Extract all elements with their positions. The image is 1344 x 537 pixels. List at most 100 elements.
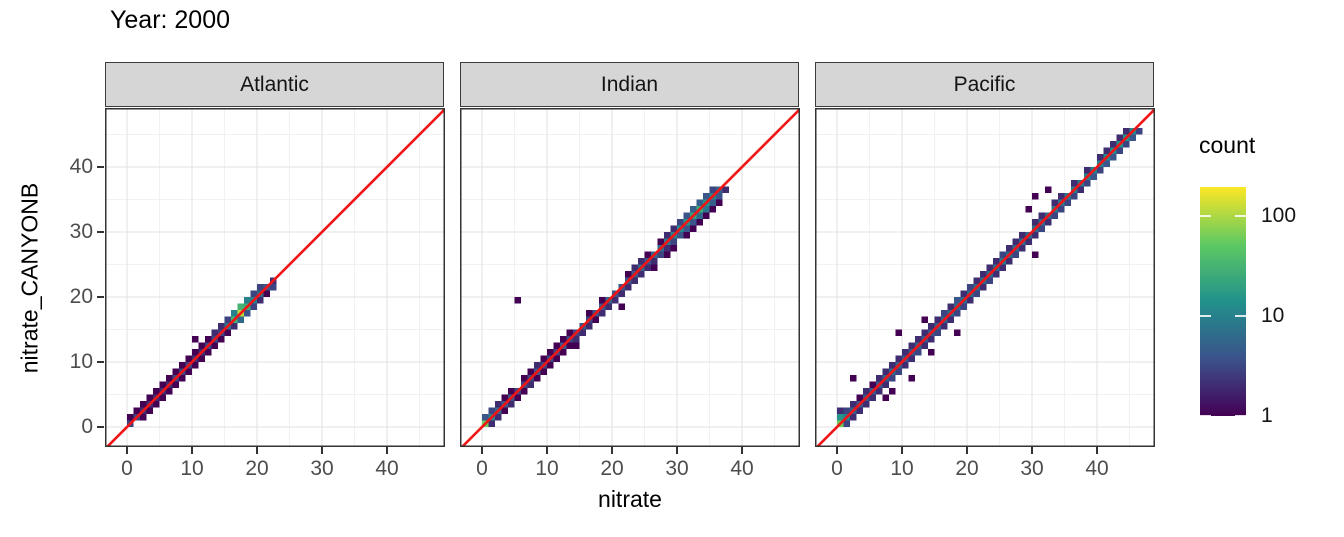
bin-cell [1012, 238, 1019, 245]
bin-cell [179, 362, 186, 369]
bin-cell [205, 336, 212, 343]
x-axis-tick-label: 40 [730, 457, 754, 480]
bin-cell [954, 297, 961, 304]
bin-cell [237, 316, 244, 323]
bin-cell [508, 388, 515, 395]
identity-line [458, 108, 801, 451]
legend-colorbar-tick [1235, 315, 1246, 317]
bin-cell [172, 368, 179, 375]
bin-cell [625, 284, 632, 291]
bin-cell [205, 349, 212, 356]
bin-cell [1084, 180, 1091, 187]
y-axis-tick-label: 10 [69, 350, 93, 373]
x-axis-tick-label: 0 [121, 457, 133, 480]
bin-cell [651, 258, 658, 265]
bin-cell [999, 251, 1006, 258]
legend-colorbar-tick [1235, 215, 1246, 217]
bin-cell [677, 232, 684, 239]
x-axis-tick [126, 447, 128, 454]
facet-strip-pacific: Pacific [815, 62, 1154, 107]
facet-plot-atlantic [103, 108, 446, 451]
bin-cell [670, 245, 677, 252]
bin-cell [237, 303, 244, 310]
x-axis-tick [676, 447, 678, 454]
bin-cell [1019, 232, 1026, 239]
bin-cell [488, 420, 495, 427]
bin-cell [843, 420, 850, 427]
bin-cell [921, 316, 928, 323]
facet-plot-indian [458, 108, 801, 451]
bin-cell [534, 362, 541, 369]
y-axis-tick [97, 166, 104, 168]
facet-strip-label: Pacific [953, 72, 1016, 96]
x-axis-tick [191, 447, 193, 454]
bin-cell [250, 290, 257, 297]
bin-cell [967, 297, 974, 304]
x-axis-tick [546, 447, 548, 454]
bin-cell [159, 394, 166, 401]
bin-cell [218, 323, 225, 330]
bin-cell [625, 271, 632, 278]
bin-cell [889, 388, 896, 395]
facet-panel-atlantic [103, 108, 446, 451]
facet-strip-indian: Indian [460, 62, 799, 107]
y-axis-title: nitrate_CANYONB [16, 182, 43, 374]
legend-title: count [1199, 132, 1256, 158]
x-axis-tick [741, 447, 743, 454]
bin-cell [882, 368, 889, 375]
bin-cell [153, 388, 160, 395]
y-axis-tick [97, 231, 104, 233]
legend-colorbar-tick [1200, 215, 1211, 217]
bin-cell [664, 251, 671, 258]
bin-cell [644, 251, 651, 258]
x-axis-tick-label: 30 [1020, 457, 1044, 480]
bin-cell [224, 316, 231, 323]
x-axis-tick-label: 20 [955, 457, 979, 480]
bin-cell [934, 316, 941, 323]
bin-cell [703, 212, 710, 219]
bin-cell [218, 336, 225, 343]
bin-cell [947, 303, 954, 310]
bin-cell [1116, 147, 1123, 154]
x-axis-tick-label: 30 [310, 457, 334, 480]
bin-cell [1110, 141, 1117, 148]
x-axis-tick [256, 447, 258, 454]
bin-cell [566, 342, 573, 349]
bin-cell [508, 401, 515, 408]
bin-cell [882, 381, 889, 388]
bin-cell [993, 258, 1000, 265]
bin-cell [716, 199, 723, 206]
bin-cell [250, 303, 257, 310]
bin-cell [127, 414, 134, 421]
x-axis-tick [836, 447, 838, 454]
bin-cell [612, 297, 619, 304]
bin-cell [527, 381, 534, 388]
bin-cell [908, 375, 915, 382]
bin-cell [599, 297, 606, 304]
bin-cell [211, 342, 218, 349]
bin-cell [540, 368, 547, 375]
bin-cell [960, 290, 967, 297]
bin-cell [670, 238, 677, 245]
bin-cell [954, 310, 961, 317]
bin-cell [902, 362, 909, 369]
bin-cell [908, 342, 915, 349]
bin-cell [1097, 154, 1104, 161]
y-axis-tick-label: 40 [69, 155, 93, 178]
facet-plot-pacific [813, 108, 1156, 451]
bin-cell [185, 368, 192, 375]
bin-cell [1006, 258, 1013, 265]
bin-cell [270, 284, 277, 291]
bin-cell [696, 199, 703, 206]
facet-strip-atlantic: Atlantic [105, 62, 444, 107]
bin-cell [198, 355, 205, 362]
bin-cell [683, 232, 690, 239]
facet-panel-indian [458, 108, 801, 451]
y-axis-tick [97, 426, 104, 428]
bin-cell [133, 407, 140, 414]
bin-cell [869, 381, 876, 388]
bin-cell [664, 232, 671, 239]
bin-cell [1006, 245, 1013, 252]
bin-cell [696, 212, 703, 219]
bin-cell [547, 362, 554, 369]
